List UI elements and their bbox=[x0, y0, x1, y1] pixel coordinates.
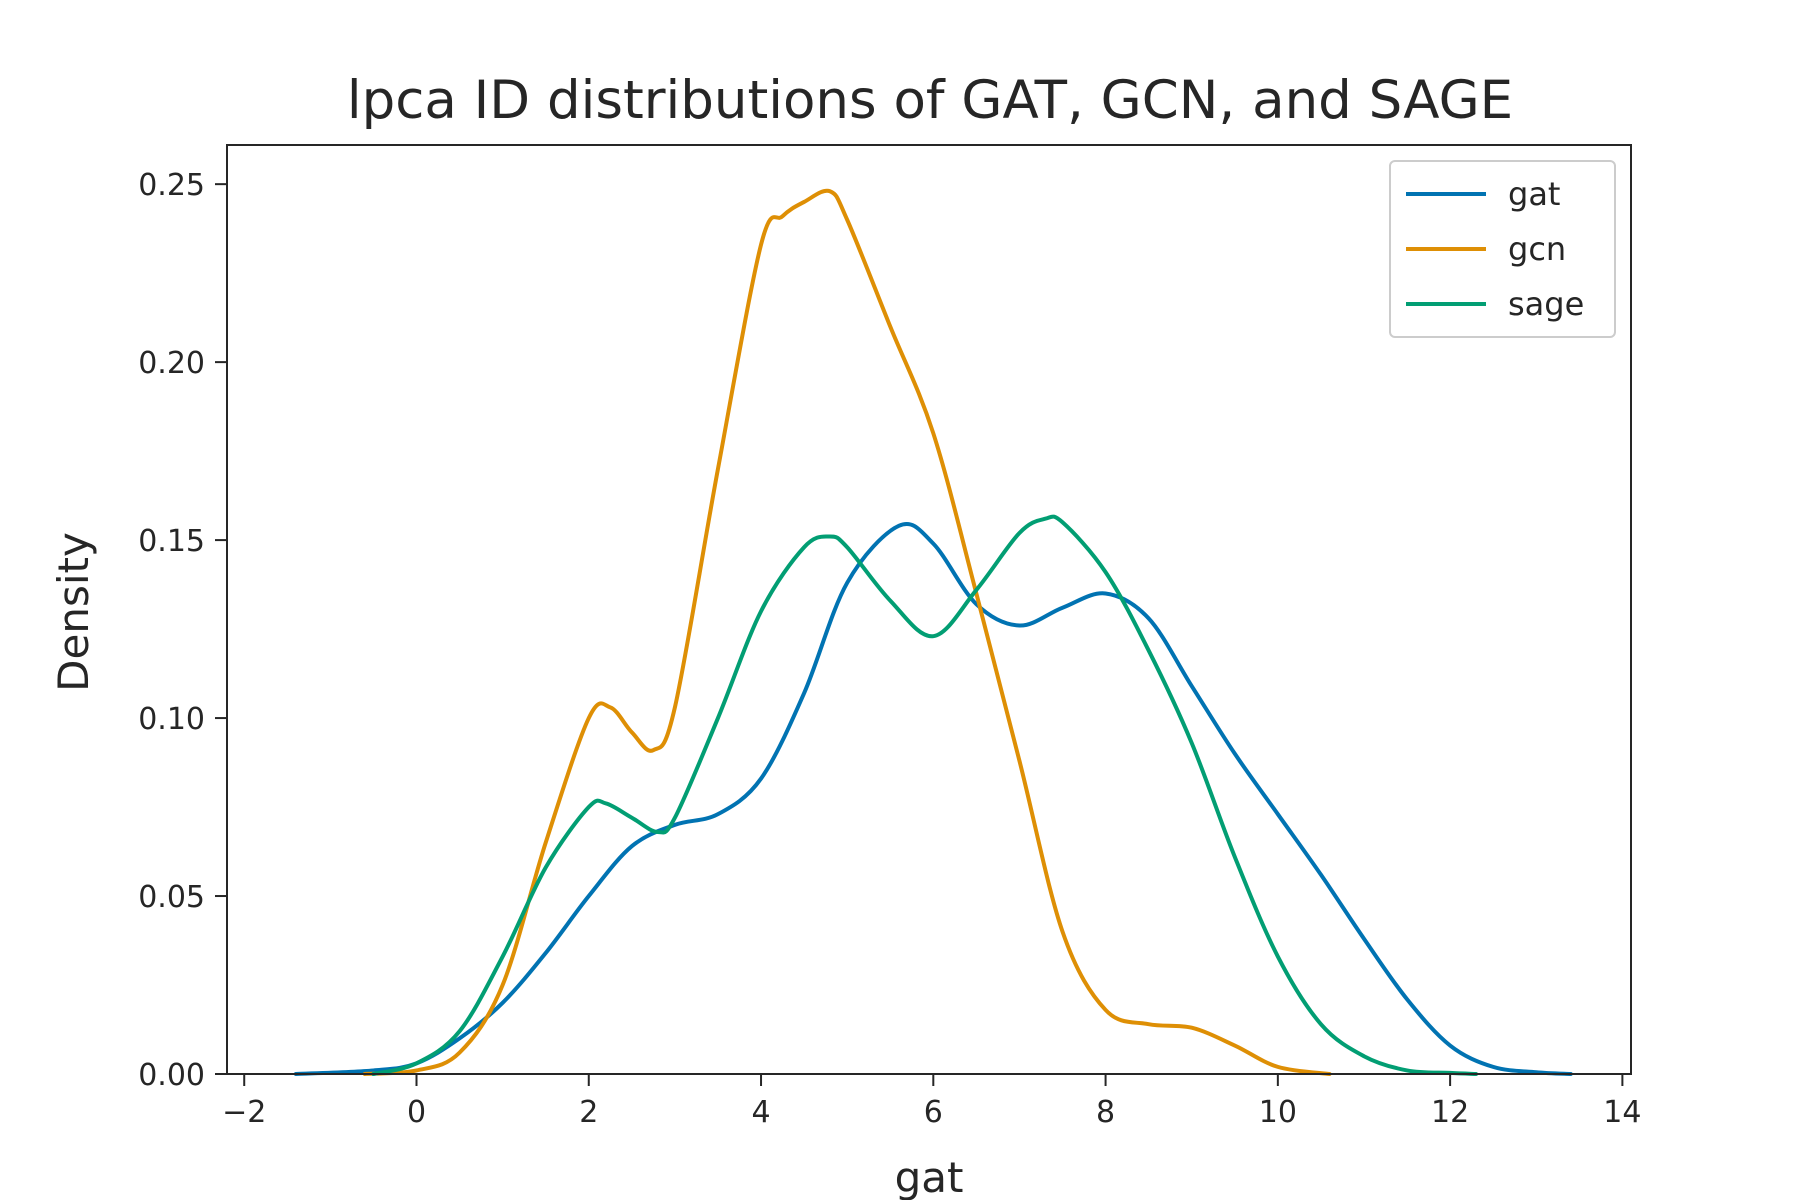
x-tick-label: 12 bbox=[1431, 1095, 1469, 1130]
y-tick-label: 0.00 bbox=[138, 1058, 205, 1093]
x-tick-label: 4 bbox=[751, 1095, 770, 1130]
legend-label-gat: gat bbox=[1508, 175, 1560, 213]
y-axis: 0.00 0.05 0.10 0.15 0.20 0.25 bbox=[138, 168, 227, 1093]
x-tick-label: 10 bbox=[1259, 1095, 1297, 1130]
y-tick-label: 0.10 bbox=[138, 702, 205, 737]
series-line-gcn bbox=[362, 188, 1332, 1076]
x-tick-label: 14 bbox=[1603, 1095, 1641, 1130]
x-axis: −2 0 2 4 6 8 10 12 14 bbox=[222, 1074, 1641, 1130]
plot-area bbox=[293, 188, 1573, 1076]
y-tick-label: 0.25 bbox=[138, 168, 205, 203]
x-axis-title: gat bbox=[895, 1153, 964, 1200]
y-tick-label: 0.20 bbox=[138, 346, 205, 381]
x-tick-label: 8 bbox=[1096, 1095, 1115, 1130]
legend: gat gcn sage bbox=[1389, 160, 1616, 338]
y-tick-label: 0.05 bbox=[138, 880, 205, 915]
y-axis-title: Density bbox=[49, 532, 98, 692]
series-line-sage bbox=[371, 514, 1478, 1076]
plot-frame bbox=[226, 144, 1632, 1075]
x-tick-label: 2 bbox=[579, 1095, 598, 1130]
x-tick-label: 6 bbox=[924, 1095, 943, 1130]
legend-label-sage: sage bbox=[1508, 285, 1584, 323]
legend-box bbox=[1389, 160, 1616, 338]
legend-label-gcn: gcn bbox=[1508, 230, 1566, 268]
x-tick-label: 0 bbox=[407, 1095, 426, 1130]
y-tick-label: 0.15 bbox=[138, 524, 205, 559]
chart-title: lpca ID distributions of GAT, GCN, and S… bbox=[347, 70, 1513, 131]
series-line-gat bbox=[293, 522, 1573, 1076]
x-tick-label: −2 bbox=[222, 1095, 266, 1130]
